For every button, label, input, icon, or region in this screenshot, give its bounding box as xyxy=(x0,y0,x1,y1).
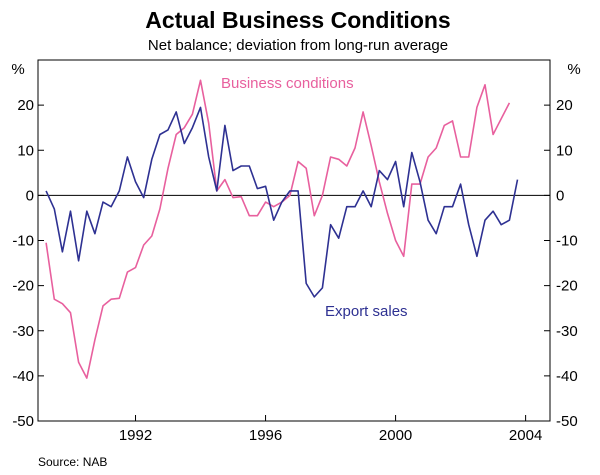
export-sales-line xyxy=(45,106,519,298)
y-tick-label-left: 20 xyxy=(17,97,34,114)
source-note: Source: NAB xyxy=(38,455,107,469)
y-tick-label-right: 20 xyxy=(556,97,573,114)
y-axis-left: 20 10 0 -10 -20 -30 -40 -50 xyxy=(12,97,44,430)
right-unit-label: % xyxy=(567,61,580,78)
x-tick-label: 1992 xyxy=(119,427,152,444)
y-tick-label-left: -40 xyxy=(12,368,34,385)
y-tick-label-right: -10 xyxy=(556,233,578,250)
y-tick-label-right: 0 xyxy=(556,187,564,204)
export-sales-label: Export sales xyxy=(325,303,408,320)
y-tick-label-right: -40 xyxy=(556,368,578,385)
plot-frame xyxy=(37,59,551,422)
chart-title: Actual Business Conditions xyxy=(145,7,450,33)
y-axis-right: 20 10 0 -10 -20 -30 -40 -50 xyxy=(544,97,578,430)
y-tick-label-right: -50 xyxy=(556,413,578,430)
y-tick-label-left: -10 xyxy=(12,233,34,250)
y-tick-label-left: -30 xyxy=(12,323,34,340)
x-tick-label: 2004 xyxy=(509,427,542,444)
x-axis: 1992 1996 2000 2004 xyxy=(119,415,542,444)
chart-subtitle: Net balance; deviation from long-run ave… xyxy=(148,37,448,54)
x-tick-label: 1996 xyxy=(249,427,282,444)
y-tick-label-right: -20 xyxy=(556,278,578,295)
y-tick-label-left: 0 xyxy=(26,187,34,204)
business-conditions-line xyxy=(45,79,511,379)
y-tick-label-left: -20 xyxy=(12,278,34,295)
y-tick-label-right: -30 xyxy=(556,323,578,340)
left-unit-label: % xyxy=(11,61,24,78)
x-tick-label: 2000 xyxy=(379,427,412,444)
y-tick-label-right: 10 xyxy=(556,142,573,159)
business-conditions-label: Business conditions xyxy=(221,75,354,92)
y-tick-label-left: -50 xyxy=(12,413,34,430)
y-tick-label-left: 10 xyxy=(17,142,34,159)
